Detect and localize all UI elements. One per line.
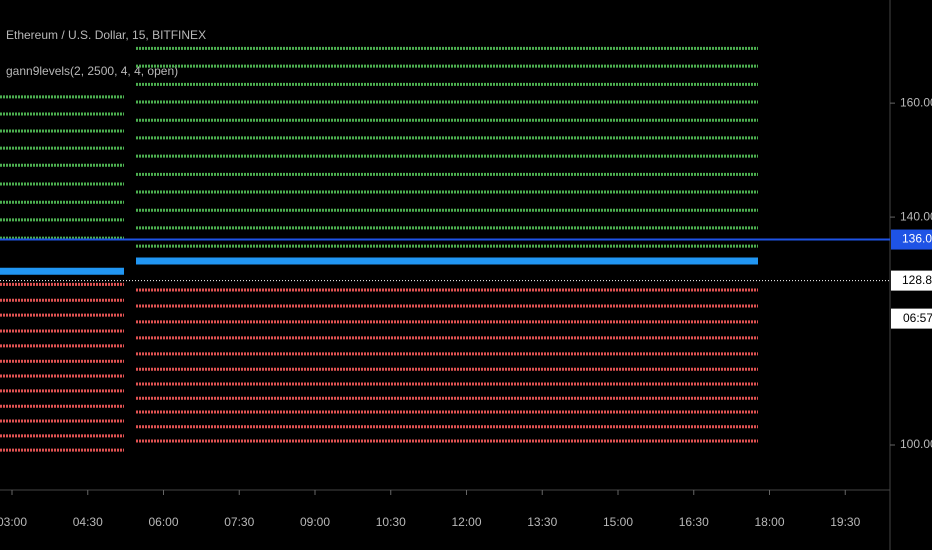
y-tick-label: 100.00 <box>900 437 932 451</box>
x-tick-label: 15:00 <box>603 515 633 529</box>
x-tick-label: 18:00 <box>754 515 784 529</box>
x-tick-label: 16:30 <box>679 515 709 529</box>
x-tick-label: 03:00 <box>0 515 27 529</box>
x-tick-label: 13:30 <box>527 515 557 529</box>
x-tick-label: 06:00 <box>148 515 178 529</box>
countdown-label: 06:57 <box>903 311 932 325</box>
x-tick-label: 12:00 <box>451 515 481 529</box>
x-tick-label: 09:00 <box>300 515 330 529</box>
x-tick-label: 10:30 <box>376 515 406 529</box>
x-tick-label: 07:30 <box>224 515 254 529</box>
x-tick-label: 04:30 <box>73 515 103 529</box>
y-tick-label: 160.00 <box>900 95 932 109</box>
countdown-box <box>891 308 932 329</box>
x-tick-label: 19:30 <box>830 515 860 529</box>
price-label: 136.06 <box>902 232 932 246</box>
price-label-box <box>891 229 932 250</box>
indicator-label: gann9levels(2, 2500, 4, 4, open) <box>6 64 178 78</box>
y-tick-label: 140.00 <box>900 209 932 223</box>
chart-title: Ethereum / U.S. Dollar, 15, BITFINEX <box>6 28 206 42</box>
price-label-box <box>891 270 932 291</box>
price-label: 128.85 <box>902 273 932 287</box>
